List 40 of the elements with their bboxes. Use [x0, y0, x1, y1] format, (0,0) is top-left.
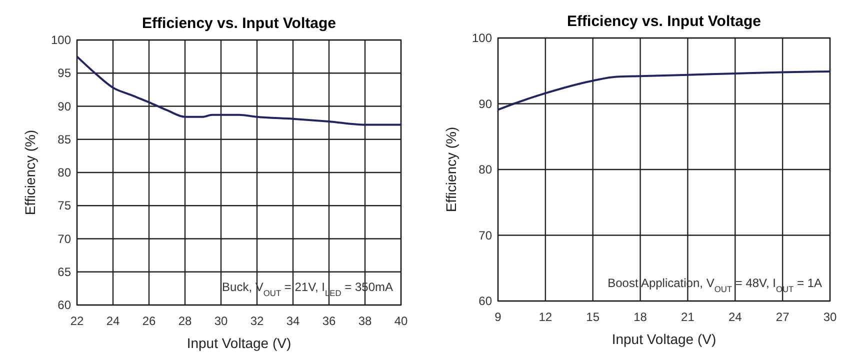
y-tick-label: 65 [58, 264, 72, 279]
y-tick-label: 100 [50, 33, 72, 47]
y-tick-label: 90 [478, 96, 492, 111]
x-tick-label: 24 [728, 310, 742, 324]
x-axis-title: Input Voltage (V) [612, 331, 716, 347]
x-tick-label: 34 [286, 314, 300, 328]
y-tick-label: 90 [58, 99, 72, 114]
x-tick-label: 21 [681, 310, 695, 324]
y-tick-label: 100 [472, 31, 492, 45]
x-tick-label: 30 [214, 314, 228, 328]
y-tick-label: 75 [58, 198, 72, 213]
line-series [76, 56, 402, 126]
x-tick-label: 40 [394, 314, 408, 328]
y-tick-label: 85 [58, 132, 72, 146]
y-tick-label: 95 [58, 66, 72, 80]
y-tick-label: 80 [58, 166, 72, 180]
chart-title: Efficiency vs. Input Voltage [142, 15, 336, 32]
x-axis-title: Input Voltage (V) [186, 335, 292, 351]
x-tick-label: 12 [538, 310, 552, 324]
x-tick-label: 9 [494, 310, 502, 324]
x-tick-label: 28 [178, 314, 192, 328]
x-tick-label: 24 [106, 314, 120, 328]
y-tick-label: 80 [478, 162, 492, 176]
x-tick-label: 38 [358, 314, 372, 328]
chart-title: Efficiency vs. Input Voltage [567, 13, 761, 30]
x-tick-label: 30 [823, 310, 837, 324]
x-tick-label: 32 [250, 314, 264, 328]
y-axis-title: Efficiency (%) [443, 126, 459, 212]
x-tick-label: 36 [322, 314, 336, 328]
line-series [497, 70, 831, 111]
x-tick-label: 26 [142, 314, 156, 328]
x-tick-label: 22 [70, 314, 84, 328]
y-axis-title: Efficiency (%) [22, 130, 38, 216]
y-tick-label: 70 [478, 228, 492, 242]
x-tick-label: 18 [634, 310, 648, 324]
y-tick-label: 70 [58, 232, 72, 246]
y-tick-label: 60 [58, 298, 72, 312]
x-tick-label: 27 [776, 310, 790, 324]
y-tick-label: 60 [478, 294, 492, 308]
x-tick-label: 15 [586, 310, 600, 324]
